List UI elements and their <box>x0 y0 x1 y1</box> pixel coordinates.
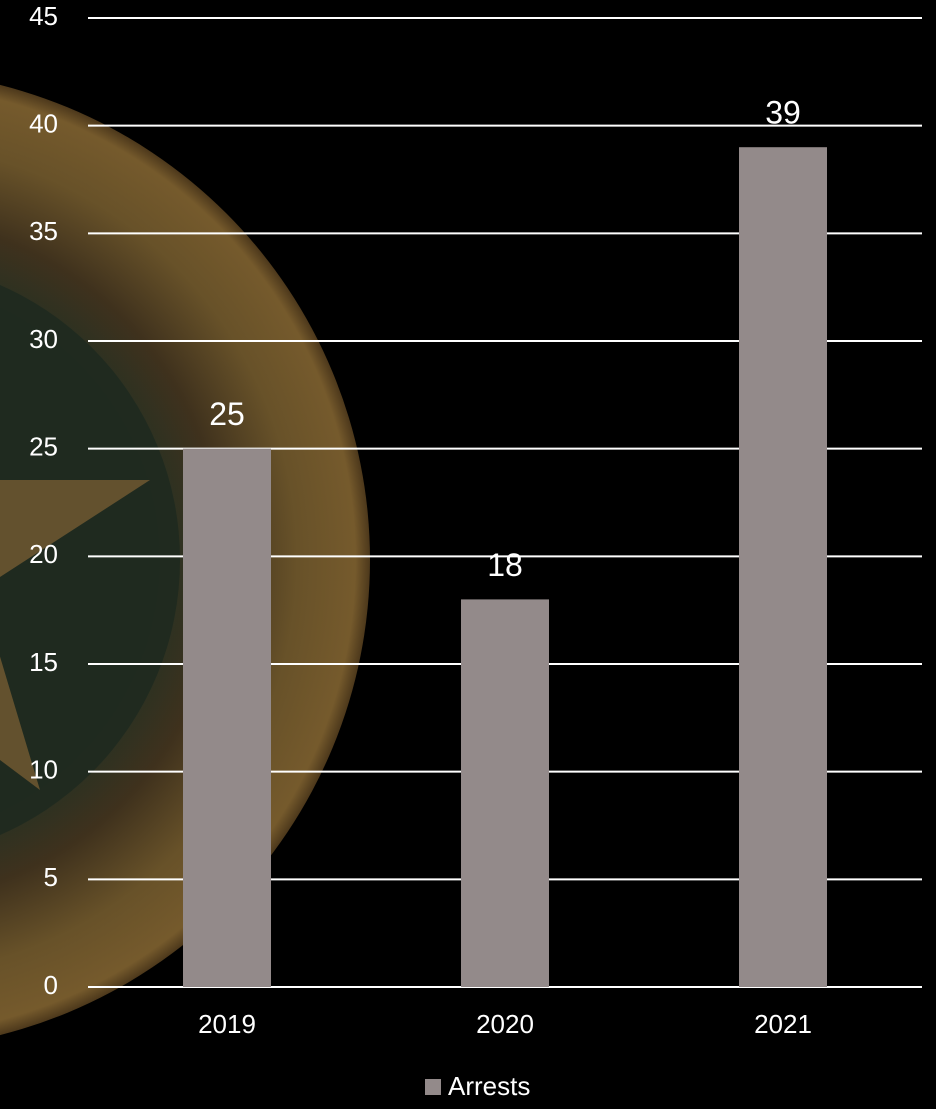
y-tick-label: 15 <box>29 647 58 677</box>
y-tick-label: 5 <box>44 862 58 892</box>
bar <box>461 599 549 987</box>
legend-swatch <box>425 1079 441 1095</box>
data-label: 39 <box>765 95 801 131</box>
y-tick-label: 10 <box>29 755 58 785</box>
y-tick-label: 40 <box>29 109 58 139</box>
bar <box>183 448 271 988</box>
y-tick-label: 30 <box>29 324 58 354</box>
x-tick-label: 2019 <box>198 1009 256 1039</box>
data-label: 18 <box>487 547 523 583</box>
legend-label: Arrests <box>448 1071 530 1101</box>
y-tick-label: 45 <box>29 1 58 31</box>
data-label: 25 <box>209 396 245 432</box>
plot-area: 0 5 10 15 20 25 30 35 40 45 2019 2020 2021 25 18 39 Arre… <box>29 1 922 1101</box>
x-tick-label: 2021 <box>754 1009 812 1039</box>
bar <box>739 147 827 987</box>
x-tick-label: 2020 <box>476 1009 534 1039</box>
y-tick-label: 0 <box>44 970 58 1000</box>
y-tick-label: 25 <box>29 432 58 462</box>
y-tick-label: 35 <box>29 216 58 246</box>
y-tick-label: 20 <box>29 539 58 569</box>
